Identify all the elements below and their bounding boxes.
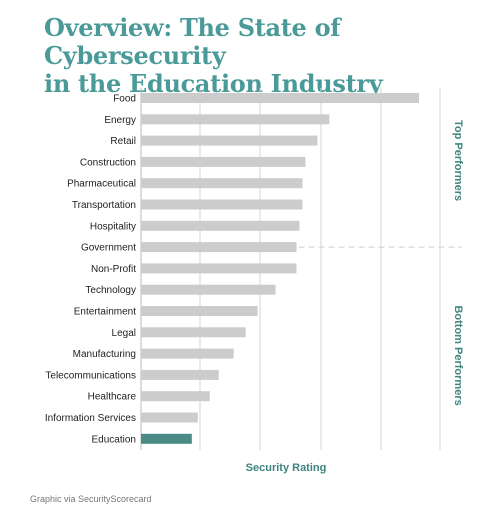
bar-non-profit xyxy=(141,263,297,274)
category-label-technology: Technology xyxy=(85,285,136,296)
category-label-entertainment: Entertainment xyxy=(74,307,136,318)
bar-entertainment xyxy=(141,306,258,316)
bar-telecommunications xyxy=(141,369,219,380)
bar-technology xyxy=(141,284,276,295)
category-label-non-profit: Non-Profit xyxy=(91,264,136,275)
chart-title: Overview: The State of Cybersecurity in … xyxy=(44,13,383,98)
group-label-top-performers: Top Performers xyxy=(452,120,464,201)
category-label-retail: Retail xyxy=(110,136,136,147)
category-label-pharmaceutical: Pharmaceutical xyxy=(67,179,136,190)
category-label-construction: Construction xyxy=(80,157,136,168)
category-label-telecommunications: Telecommunications xyxy=(45,370,136,381)
x-axis-title: Security Rating xyxy=(246,462,327,474)
category-label-transportation: Transportation xyxy=(72,200,136,211)
category-label-government: Government xyxy=(81,243,136,254)
bar-legal xyxy=(141,327,246,338)
bars xyxy=(141,93,420,444)
bar-hospitality xyxy=(141,220,300,231)
category-label-healthcare: Healthcare xyxy=(88,392,137,403)
group-annotations: Top Performers Bottom Performers xyxy=(298,120,464,406)
bar-energy xyxy=(141,114,330,125)
category-label-legal: Legal xyxy=(112,328,136,339)
bar-retail xyxy=(141,135,318,146)
bar-education xyxy=(141,433,192,444)
category-label-manufacturing: Manufacturing xyxy=(73,349,136,360)
bar-pharmaceutical xyxy=(141,178,303,189)
bar-healthcare xyxy=(141,391,210,402)
bar-food xyxy=(141,93,420,103)
category-label-energy: Energy xyxy=(104,115,136,126)
credit-text: Graphic via SecurityScorecard xyxy=(30,494,152,504)
category-label-hospitality: Hospitality xyxy=(90,221,136,232)
bar-information-services xyxy=(141,412,198,423)
bar-transportation xyxy=(141,199,303,210)
category-labels: Food Energy Retail Construction Pharmaceutic… xyxy=(45,94,137,446)
bar-construction xyxy=(141,156,306,167)
bar-manufacturing xyxy=(141,348,234,359)
bar-government xyxy=(141,242,297,253)
group-label-bottom-performers: Bottom Performers xyxy=(452,305,464,405)
category-label-information-services: Information Services xyxy=(45,413,136,424)
category-label-education: Education xyxy=(92,434,136,445)
category-label-food: Food xyxy=(113,94,136,105)
